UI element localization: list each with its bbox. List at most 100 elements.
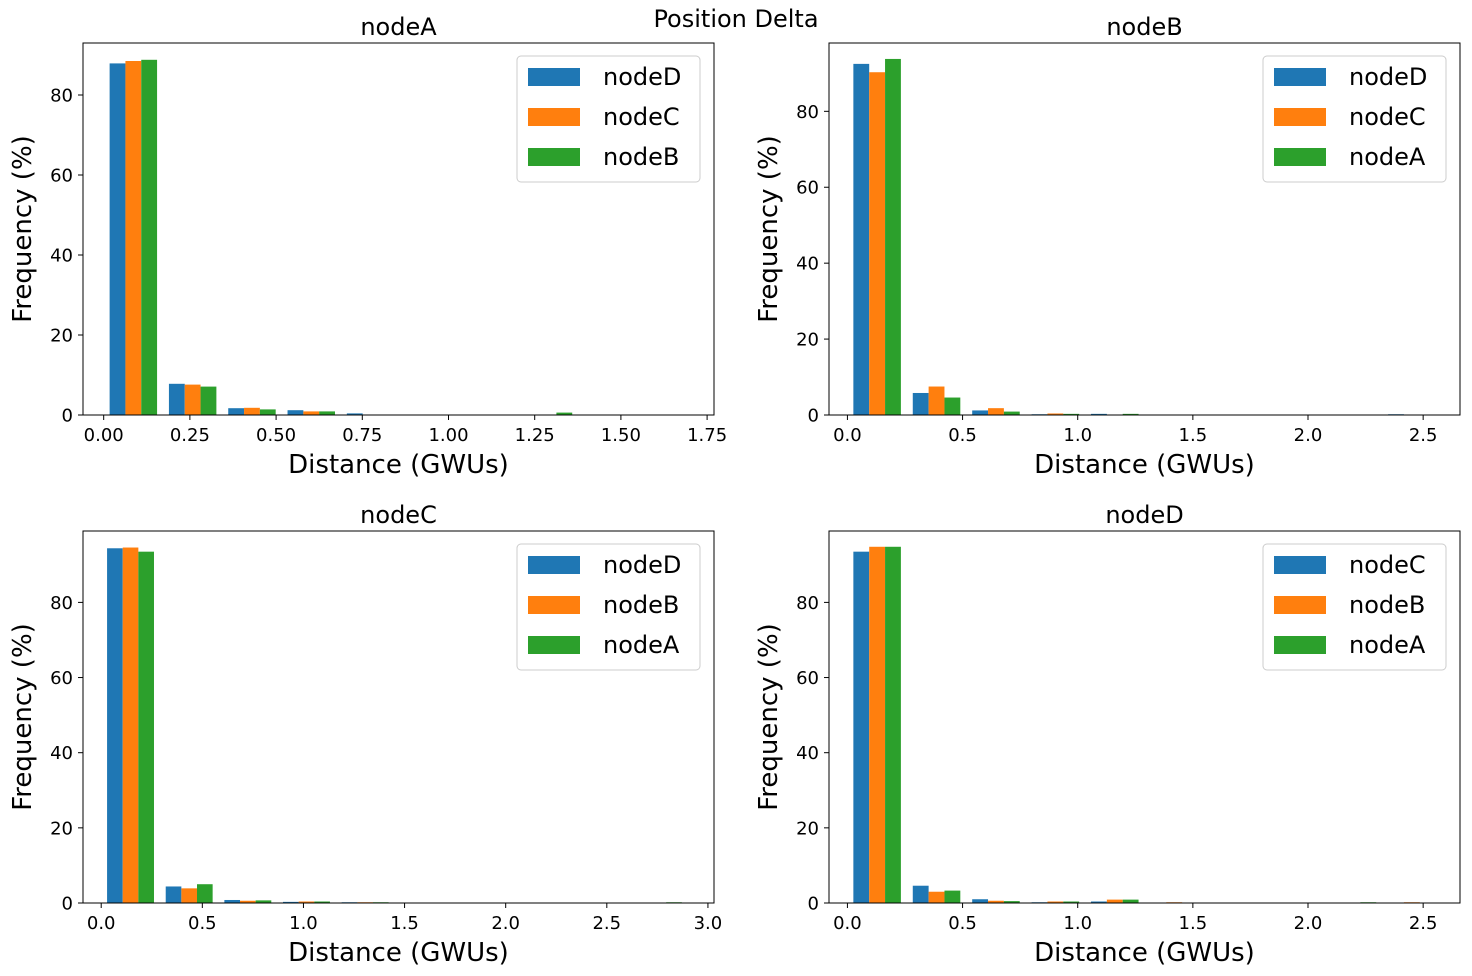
x-tick-label: 2.5 bbox=[1409, 425, 1438, 446]
histogram-bar bbox=[244, 407, 260, 415]
x-tick-label: 2.0 bbox=[1294, 913, 1323, 934]
histogram-bar bbox=[259, 409, 276, 415]
legend-swatch bbox=[1274, 636, 1326, 654]
x-tick-label: 3.0 bbox=[694, 913, 723, 934]
histogram-bar bbox=[122, 547, 139, 903]
histogram-bar bbox=[944, 890, 961, 903]
x-tick-label: 1.0 bbox=[289, 913, 318, 934]
figure-title: Position Delta bbox=[653, 5, 819, 33]
legend-swatch bbox=[1274, 148, 1326, 166]
x-tick-label: 1.00 bbox=[428, 425, 468, 446]
x-tick-label: 1.5 bbox=[1179, 425, 1208, 446]
histogram-bar bbox=[972, 410, 989, 415]
y-tick-label: 80 bbox=[50, 86, 73, 107]
legend: nodeD nodeB nodeA bbox=[516, 543, 701, 671]
y-axis-label: Frequency (%) bbox=[754, 135, 784, 323]
y-tick-label: 80 bbox=[796, 102, 819, 123]
x-tick-label: 0.5 bbox=[948, 425, 977, 446]
chart-panel-noded: 0.0 0.5 1.0 1.5 2.0 2.5 0 20 40 60 80 nodeD Distance… bbox=[754, 501, 1461, 968]
legend-label: nodeC bbox=[1349, 103, 1426, 131]
legend-swatch bbox=[528, 108, 580, 126]
y-tick-label: 60 bbox=[796, 668, 819, 689]
chart-panel-nodea: 0.00 0.25 0.50 0.75 1.00 1.25 1.50 1.75 0 20 40 60 8… bbox=[8, 13, 727, 480]
y-tick-label: 0 bbox=[808, 406, 819, 427]
histogram-bar bbox=[988, 900, 1004, 903]
histogram-bar bbox=[346, 413, 363, 415]
legend-label: nodeB bbox=[603, 591, 679, 619]
histogram-bar bbox=[314, 901, 330, 903]
x-tick-label: 0.75 bbox=[342, 425, 382, 446]
legend-swatch bbox=[1274, 68, 1326, 86]
histogram-bar bbox=[972, 899, 989, 903]
histogram-bar bbox=[1091, 901, 1107, 903]
histogram-bar bbox=[1063, 901, 1080, 903]
y-tick-label: 60 bbox=[796, 178, 819, 199]
legend-label: nodeA bbox=[1349, 631, 1426, 659]
x-tick-label: 2.5 bbox=[592, 913, 621, 934]
x-tick-label: 2.0 bbox=[1294, 425, 1323, 446]
histogram-bar bbox=[1063, 413, 1080, 415]
x-tick-label: 2.0 bbox=[491, 913, 520, 934]
chart-panel-nodeb: 0.0 0.5 1.0 1.5 2.0 2.5 0 20 40 60 80 nodeB Distance… bbox=[754, 13, 1461, 480]
y-tick-label: 20 bbox=[796, 818, 819, 839]
histogram-bar bbox=[240, 900, 256, 903]
y-tick-label: 0 bbox=[808, 894, 819, 915]
legend-label: nodeD bbox=[1349, 63, 1427, 91]
x-axis-label: Distance (GWUs) bbox=[1034, 938, 1255, 968]
histogram-bar bbox=[928, 386, 945, 415]
legend-swatch bbox=[528, 636, 580, 654]
histogram-bar bbox=[988, 408, 1004, 415]
histogram-bar bbox=[1091, 413, 1107, 415]
histogram-bar bbox=[298, 901, 315, 903]
legend: nodeD nodeC nodeA bbox=[1262, 55, 1447, 183]
histogram-bar bbox=[319, 411, 335, 415]
y-tick-label: 20 bbox=[796, 330, 819, 351]
histogram-bar bbox=[556, 412, 573, 415]
y-tick-label: 40 bbox=[50, 743, 73, 764]
histogram-bar bbox=[181, 888, 197, 903]
subplot-title: nodeC bbox=[360, 501, 437, 529]
x-tick-label: 0.0 bbox=[833, 913, 862, 934]
y-tick-label: 0 bbox=[62, 894, 73, 915]
legend-label: nodeD bbox=[603, 63, 681, 91]
histogram-bar bbox=[197, 884, 213, 903]
histogram-bar bbox=[287, 410, 304, 415]
axes-frame bbox=[82, 530, 715, 904]
x-tick-label: 0.0 bbox=[87, 913, 116, 934]
legend-label: nodeC bbox=[1349, 551, 1426, 579]
histogram-bar bbox=[107, 548, 123, 903]
x-tick-label: 2.5 bbox=[1409, 913, 1438, 934]
subplot-title: nodeD bbox=[1105, 501, 1183, 529]
histogram-bar bbox=[1003, 411, 1020, 415]
histogram-bar bbox=[224, 899, 241, 903]
subplot-title: nodeA bbox=[360, 13, 437, 41]
histogram-bar bbox=[912, 885, 929, 903]
histogram-bar bbox=[869, 546, 886, 903]
x-axis-label: Distance (GWUs) bbox=[288, 938, 509, 968]
x-tick-label: 1.0 bbox=[1063, 913, 1092, 934]
histogram-bar bbox=[1047, 901, 1064, 903]
x-axis-label: Distance (GWUs) bbox=[1034, 450, 1255, 480]
histogram-bar bbox=[255, 900, 272, 903]
histogram-bar bbox=[1106, 899, 1123, 903]
y-axis-label: Frequency (%) bbox=[8, 135, 38, 323]
x-tick-label: 1.5 bbox=[390, 913, 419, 934]
histogram-bar bbox=[200, 386, 217, 415]
y-axis-label: Frequency (%) bbox=[754, 623, 784, 811]
histogram-bar bbox=[853, 63, 870, 415]
legend-swatch bbox=[528, 68, 580, 86]
histogram-bar bbox=[138, 551, 154, 903]
legend-swatch bbox=[528, 596, 580, 614]
legend-label: nodeC bbox=[603, 103, 680, 131]
histogram-bar bbox=[109, 63, 126, 416]
histogram-bar bbox=[1047, 413, 1064, 415]
y-tick-label: 80 bbox=[796, 593, 819, 614]
x-tick-label: 0.25 bbox=[170, 425, 210, 446]
histogram-bar bbox=[885, 546, 901, 903]
histogram-bar bbox=[869, 72, 886, 415]
legend-label: nodeA bbox=[603, 631, 680, 659]
y-tick-label: 40 bbox=[50, 246, 73, 267]
histogram-bar bbox=[141, 59, 158, 416]
legend-label: nodeA bbox=[1349, 143, 1426, 171]
